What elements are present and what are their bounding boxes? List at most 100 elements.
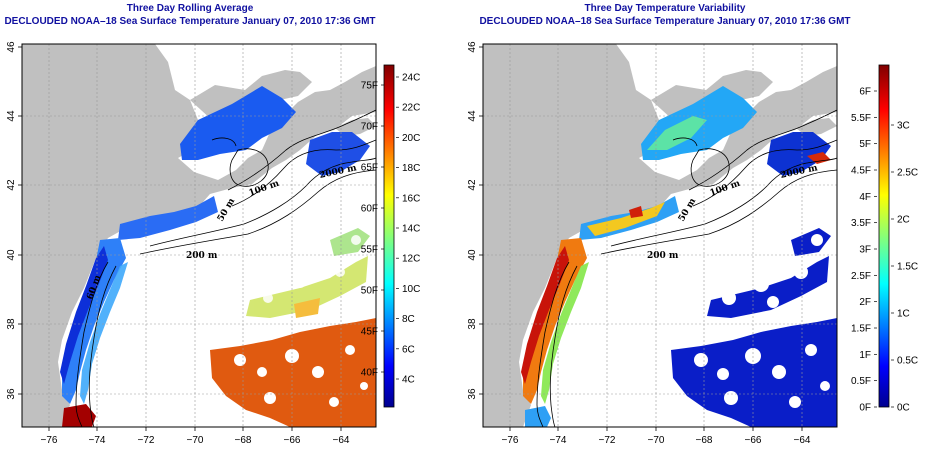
- left-panel-title: Three Day Rolling Average DECLOUDED NOAA…: [0, 2, 380, 28]
- x-tick-label: −72: [138, 435, 155, 446]
- colorbar-label: 1.5F: [851, 324, 871, 335]
- mid-atlantic-shelf-water: [62, 238, 126, 404]
- colorbar-label: 14C: [402, 224, 420, 235]
- colorbar-label: 75F: [361, 81, 378, 92]
- right-colorbar: [878, 64, 890, 408]
- variability-coastal-strip: [523, 238, 587, 404]
- contour-label-200: 200 m: [186, 251, 218, 261]
- x-tick-label: −66: [284, 435, 301, 446]
- left-map-panel: 100 m 50 m 200 m 2000 m 60 m: [21, 43, 377, 428]
- x-tick-label: −64: [794, 435, 811, 446]
- right-map-frame: [482, 43, 838, 428]
- colorbar-label: 5.5F: [851, 113, 871, 124]
- colorbar-label: 3F: [859, 245, 871, 256]
- right-gridlines: [483, 44, 837, 427]
- colorbar-label: 60F: [361, 204, 378, 215]
- colorbar-label: 0.5C: [897, 356, 918, 367]
- colorbar-label: 70F: [361, 122, 378, 133]
- x-tick-label: −74: [89, 435, 106, 446]
- shelf-edge-water: [80, 262, 128, 404]
- colorbar-label: 0.5F: [851, 376, 871, 387]
- colorbar-label: 12C: [402, 254, 420, 265]
- x-tick-label: −76: [41, 435, 58, 446]
- variability-local-max-2: [629, 206, 643, 218]
- colorbar-label: 65F: [361, 163, 378, 174]
- colorbar-labels: 40F 45F 50F 55F 60F 65F 70F 75F 4C 6C 8C 10C 12C 14C 1…: [361, 73, 918, 414]
- x-tick-label: −76: [502, 435, 519, 446]
- colorbar-label: 45F: [361, 327, 378, 338]
- colorbar-label: 50F: [361, 286, 378, 297]
- colorbar-label: 1.5C: [897, 262, 918, 273]
- colorbar-label: 3C: [897, 121, 910, 132]
- variability-shelf-edge: [541, 262, 589, 404]
- colorbar-label: 8C: [402, 314, 415, 325]
- x-tick-label: −70: [187, 435, 204, 446]
- variability-gulf-of-maine: [767, 132, 831, 176]
- contour-label-200-right: 200 m: [647, 251, 679, 261]
- x-tick-label: −68: [235, 435, 252, 446]
- variability-high-north: [647, 116, 707, 150]
- colorbar-label: 24C: [402, 73, 420, 84]
- y-tick-label: 40: [467, 249, 478, 261]
- y-tick-label: 36: [467, 388, 478, 400]
- colorbar-label: 2.5C: [897, 168, 918, 179]
- variability-south-patch: [525, 406, 551, 427]
- colorbar-label: 2F: [859, 297, 871, 308]
- variability-coastal-max: [521, 246, 569, 384]
- colorbar-label: 4C: [402, 375, 415, 386]
- y-tick-label: 46: [6, 41, 17, 53]
- left-title: Three Day Rolling Average: [126, 3, 254, 14]
- colorbar-label: 18C: [402, 163, 420, 174]
- colorbar-label: 22C: [402, 103, 420, 114]
- y-tick-label: 46: [467, 41, 478, 53]
- left-subtitle: DECLOUDED NOAA–18 Sea Surface Temperatur…: [4, 16, 376, 27]
- slope-water-patches: [246, 228, 370, 318]
- y-tick-label: 44: [467, 110, 478, 122]
- colorbar-label: 1C: [897, 309, 910, 320]
- x-tick-label: −66: [745, 435, 762, 446]
- colorbar-label: 5F: [859, 139, 871, 150]
- x-tick-label: −64: [333, 435, 350, 446]
- colorbar-label: 2.5F: [851, 271, 871, 282]
- nantucket-shelf-water: [118, 196, 218, 240]
- right-title: Three Day Temperature Variability: [584, 3, 746, 14]
- axis-ticks: −76 −74 −72 −70 −68 −66 −64 36 38 40 42 44 46 −76 −74 −…: [6, 41, 811, 446]
- right-map-panel: 100 m 50 m 200 m 2000 m: [482, 43, 838, 428]
- y-tick-label: 42: [467, 179, 478, 191]
- left-gridlines: [22, 44, 376, 427]
- colorbar-label: 16C: [402, 193, 420, 204]
- colorbar-label: 40F: [361, 368, 378, 379]
- colorbar-label: 6C: [402, 344, 415, 355]
- left-map-frame: [21, 43, 377, 428]
- x-tick-label: −68: [696, 435, 713, 446]
- colorbar-label: 4F: [859, 192, 871, 203]
- colorbar-label: 10C: [402, 284, 420, 295]
- shelf-water-cold: [180, 86, 296, 160]
- variability-local-max: [807, 152, 831, 164]
- colorbar-label: 2C: [897, 215, 910, 226]
- left-colorbar: [383, 64, 395, 408]
- x-tick-label: −74: [550, 435, 567, 446]
- right-subtitle: DECLOUDED NOAA–18 Sea Surface Temperatur…: [479, 16, 851, 27]
- y-tick-label: 38: [6, 318, 17, 330]
- colorbar-label: 55F: [361, 245, 378, 256]
- gulf-of-maine-water: [306, 132, 370, 176]
- y-tick-label: 38: [467, 318, 478, 330]
- colorbar-label: 3.5F: [851, 218, 871, 229]
- colorbar-label: 0C: [897, 403, 910, 414]
- colorbar-label: 20C: [402, 133, 420, 144]
- y-tick-label: 44: [6, 110, 17, 122]
- nearshore-cold-water: [60, 246, 108, 384]
- x-tick-label: −70: [648, 435, 665, 446]
- colorbar-label: 1F: [859, 350, 871, 361]
- y-tick-label: 40: [6, 249, 17, 261]
- colorbar-label: 0F: [859, 403, 871, 414]
- y-tick-label: 42: [6, 179, 17, 191]
- x-tick-label: −72: [599, 435, 616, 446]
- right-panel-title: Three Day Temperature Variability DECLOU…: [475, 2, 855, 28]
- colorbar-label: 6F: [859, 87, 871, 98]
- warm-water-patch: [62, 404, 96, 427]
- colorbar-label: 4.5F: [851, 166, 871, 177]
- variability-high-band: [587, 202, 665, 236]
